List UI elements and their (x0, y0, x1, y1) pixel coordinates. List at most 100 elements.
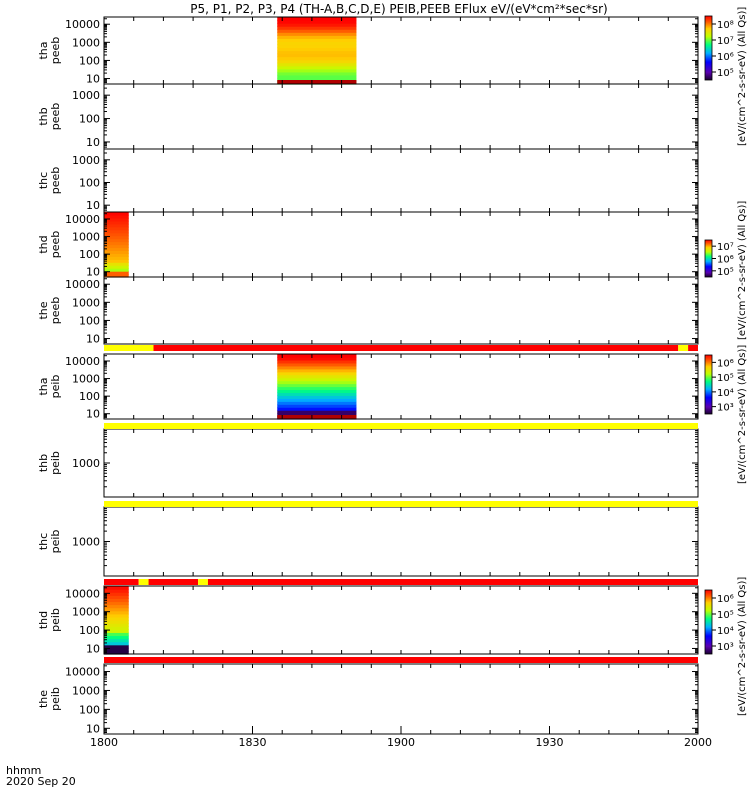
spectrum-cell (277, 354, 357, 358)
y-tick-label: 100 (79, 248, 100, 261)
colorbar-tick-label: 10⁴ (717, 626, 734, 637)
panel-the-peeb: 10 100 1000 10000 the peeb (37, 276, 699, 346)
quality-flag-segment (678, 345, 689, 351)
y-tick-label: 10 (86, 333, 100, 346)
spectrum-cell (104, 638, 129, 643)
colorbar-tick-label: 10³ (717, 642, 734, 653)
spectrum-cell (104, 644, 129, 649)
spectrum-cell (104, 641, 129, 646)
spectrum-cell (104, 259, 129, 263)
spectrum-cell (104, 592, 129, 596)
colorbar-tick-label: 10⁶ (717, 594, 734, 605)
y-tick-label: 100 (79, 54, 100, 67)
y-tick-label: 10 (86, 73, 100, 86)
spectrum-cell (104, 598, 129, 603)
product-label: peib (49, 375, 62, 399)
spectrum-cell (277, 74, 357, 79)
product-label: peib (49, 608, 62, 632)
spectrum-cell (277, 362, 357, 367)
y-tick-label: 10 (86, 266, 100, 279)
spectrum-cell (277, 401, 357, 405)
y-tick-label: 10000 (65, 355, 100, 368)
spectrum-cell (104, 623, 129, 627)
y-tick-label: 1000 (72, 296, 100, 309)
spectrum-cell (277, 71, 357, 76)
spectrum-cell (104, 595, 129, 599)
spectrum-cell (277, 68, 357, 73)
x-tick-label: 2000 (684, 736, 712, 749)
panel-thd-peeb: 10 100 1000 10000 thd peeb (37, 211, 699, 279)
panel-frame (103, 663, 699, 735)
y-tick-label: 1000 (72, 373, 100, 386)
x-tick-label: 1800 (90, 736, 118, 749)
spectrum-cell (104, 214, 129, 219)
colorbar-layer: 10⁵ 10⁶ 10⁷ 10⁸ [eV/(cm^2-s-sr-eV) (All Qs)]… (704, 7, 748, 716)
spectrum-cell (277, 23, 357, 27)
colorbar-tick-label: 10⁴ (717, 388, 734, 399)
colorbar-tick-label: 10⁸ (717, 20, 734, 31)
colorbar-tick-label: 10⁶ (717, 358, 734, 369)
spectrum-cell (277, 410, 357, 414)
y-tick-label: 1000 (72, 231, 100, 244)
product-label: peeb (49, 167, 62, 195)
quality-flag-segment (198, 579, 208, 585)
product-label: peeb (49, 297, 62, 325)
spectrum-cell (277, 41, 357, 46)
colorbar-tick-label: 10⁷ (717, 36, 734, 47)
y-tick-label: 10 (86, 136, 100, 149)
y-tick-label: 100 (79, 624, 100, 637)
spectrum-cell (277, 389, 357, 394)
spectrum-cell (277, 404, 357, 408)
probe-label: thb (37, 454, 50, 472)
colorbar-cb-ion: 10³ 10⁴ 10⁵ 10⁶ [eV/(cm^2-s-sr-eV) (All Qs)] (704, 345, 748, 484)
spectrum-cell (277, 359, 357, 364)
x-axis: 1800 1830 1900 1930 2000 (90, 726, 712, 749)
spectrum-cell (277, 392, 357, 396)
spectrum-cell (277, 368, 357, 373)
quality-flag-segment (207, 579, 698, 585)
colorbar-label: [eV/(cm^2-s-sr-eV) (All Qs)] (737, 7, 748, 146)
colorbar-cb-ion-d: 10³ 10⁴ 10⁵ 10⁶ [eV/(cm^2-s-sr-eV) (All Qs)] (704, 577, 748, 716)
y-tick-label: 1000 (72, 89, 100, 102)
spectrum-cell (277, 398, 357, 402)
product-label: peib (49, 687, 62, 711)
colorbar-scale (704, 15, 713, 81)
spectrum-cell (104, 223, 129, 228)
colorbar-tick-label: 10⁷ (717, 242, 734, 253)
colorbar-tick-label: 10⁶ (717, 255, 734, 266)
y-tick-label: 1000 (72, 457, 100, 470)
spectrum-cell (277, 26, 357, 30)
spectrum-cell (104, 244, 129, 249)
probe-label: thc (37, 533, 50, 550)
colorbar-scale (704, 354, 713, 415)
product-label: peeb (49, 103, 62, 131)
spectrum-cell (104, 250, 129, 254)
spectrum-cell (277, 395, 357, 399)
spectrum-cell (277, 386, 357, 391)
panel-thb-peeb: 10 100 1000 thb peeb (37, 83, 699, 150)
spectrum-cell (104, 212, 129, 216)
spectrum-cell (277, 17, 357, 21)
y-tick-label: 1000 (72, 684, 100, 697)
panel-frame (103, 16, 699, 85)
panel-thc-peeb: 10 100 1000 thc peeb (37, 148, 699, 213)
y-tick-label: 10 (86, 199, 100, 212)
spectrum-cell (104, 241, 129, 246)
spectrum-cell (277, 77, 357, 82)
product-label: peib (49, 451, 62, 475)
spectrum-cell (104, 271, 129, 275)
panel-frame (103, 148, 699, 213)
spectrum-cell (104, 601, 129, 606)
probe-label: the (37, 690, 50, 708)
panel-frame (103, 353, 699, 420)
quality-flag-segment (138, 579, 149, 585)
colorbar-tick-label: 10⁵ (717, 68, 734, 79)
quality-flag-segment (148, 579, 199, 585)
spectrum-cell (104, 232, 129, 237)
y-tick-label: 10000 (65, 18, 100, 31)
spectrum-cell (104, 610, 129, 615)
panel-tha-peeb: 10 100 1000 10000 tha peeb (37, 16, 699, 86)
spectrum-cell (104, 589, 129, 593)
